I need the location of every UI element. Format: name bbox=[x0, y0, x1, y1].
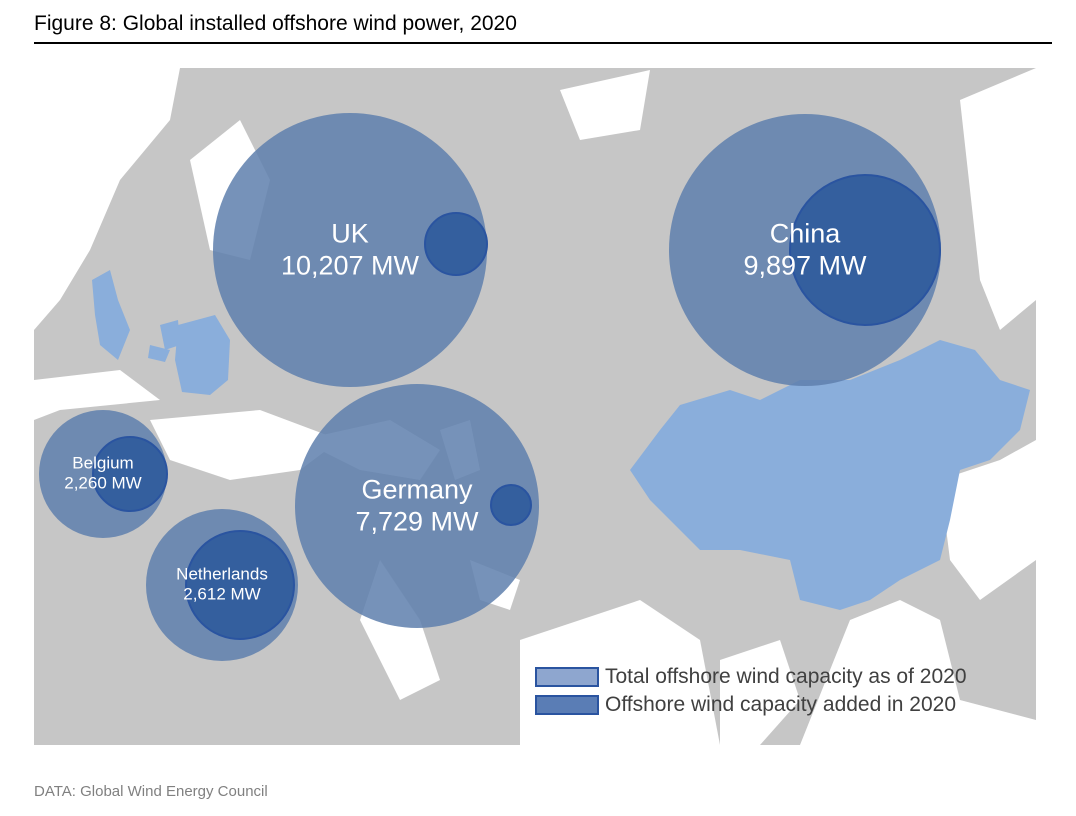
capacity-value: 9,897 MW bbox=[743, 251, 867, 281]
bubble-label-uk: UK 10,207 MW bbox=[281, 218, 419, 283]
bubble-label-belgium: Belgium 2,260 MW bbox=[64, 454, 141, 495]
country-name: Belgium bbox=[72, 453, 134, 473]
country-netherlands bbox=[160, 320, 180, 350]
legend-label-total: Total offshore wind capacity as of 2020 bbox=[605, 665, 967, 688]
legend-swatch-total bbox=[535, 667, 599, 687]
country-belgium bbox=[148, 345, 170, 362]
highlighted-countries bbox=[92, 270, 1030, 610]
bubble-label-china: China 9,897 MW bbox=[743, 218, 866, 283]
country-name: UK bbox=[331, 218, 369, 249]
bubble-total-germany bbox=[295, 384, 539, 628]
legend-swatch-added bbox=[535, 695, 599, 715]
bubble-total-uk bbox=[213, 113, 487, 387]
legend: Total offshore wind capacity as of 2020 … bbox=[535, 663, 967, 719]
capacity-value: 7,729 MW bbox=[355, 507, 479, 537]
source-note: DATA: Global Wind Energy Council bbox=[34, 783, 268, 800]
capacity-value: 2,612 MW bbox=[183, 585, 261, 604]
bubble-added-belgium bbox=[92, 436, 168, 512]
legend-item-added: Offshore wind capacity added in 2020 bbox=[535, 691, 967, 719]
bubble-label-germany: Germany 7,729 MW bbox=[355, 474, 478, 539]
country-germany bbox=[175, 315, 230, 395]
bubble-added-germany bbox=[490, 484, 532, 526]
bubble-added-netherlands bbox=[185, 530, 295, 640]
bubble-added-china bbox=[789, 174, 941, 326]
legend-label-added: Offshore wind capacity added in 2020 bbox=[605, 693, 957, 716]
figure-title: Figure 8: Global installed offshore wind… bbox=[34, 12, 517, 35]
bubbles bbox=[39, 113, 941, 661]
country-name: Germany bbox=[361, 474, 473, 505]
bubble-label-netherlands: Netherlands 2,612 MW bbox=[176, 565, 268, 606]
capacity-value: 2,260 MW bbox=[64, 474, 142, 493]
country-china bbox=[630, 340, 1030, 610]
capacity-value: 10,207 MW bbox=[280, 251, 420, 281]
country-name: Netherlands bbox=[176, 564, 268, 584]
country-uk bbox=[92, 270, 130, 360]
country-name: China bbox=[769, 218, 841, 249]
title-rule bbox=[34, 42, 1052, 44]
legend-item-total: Total offshore wind capacity as of 2020 bbox=[535, 663, 967, 691]
bubble-added-uk bbox=[424, 212, 488, 276]
